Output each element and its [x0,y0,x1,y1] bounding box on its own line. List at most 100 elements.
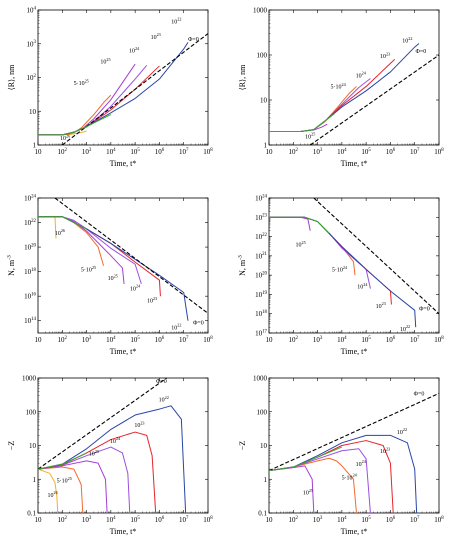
y-tick-label: 1014​ [24,317,36,325]
series-group [269,43,439,145]
curve-label: 5·1025​ [81,265,96,274]
curve-label: 1026​ [55,228,65,237]
x-tick-label: 102​ [289,336,299,344]
x-axis-label: Time, t* [341,159,368,168]
series-line-10-25 [38,63,136,136]
curve-label: 5·1024​ [332,265,348,274]
series-line-10-23 [269,216,392,305]
series-line-5-10-25 [38,216,105,266]
x-axis-label: Time, t* [110,347,137,356]
series-line-early [38,452,87,470]
curve-label: 1025​ [303,488,313,497]
curve-label: 1024​ [356,71,367,80]
series-line-10-24 [269,216,371,289]
x-axis-label: Time, t* [110,159,137,168]
x-tick-label: 102​ [58,336,68,344]
x-tick-label: 10 [266,516,274,524]
y-axis-label: N, m-3​ [237,255,247,276]
series-line-10-23 [38,431,157,513]
x-tick-label: 104​ [337,148,347,156]
y-tick-label: 10 [29,442,37,450]
x-tick-label: 103​ [82,336,92,344]
y-tick-label: 102​ [27,74,37,82]
x-tick-label: 104​ [337,336,347,344]
curve-label: 5·1025​ [57,476,72,485]
x-tick-label: 104​ [337,516,347,524]
series-group [269,198,439,328]
series-line--0 [309,54,439,145]
y-tick-label: 1016​ [24,293,36,301]
series-line-10-24 [38,64,148,136]
series-line-10-23 [38,216,161,297]
series-group [38,198,208,321]
y-tick-label: 100 [26,408,37,416]
x-axis-label: Time, t* [341,347,368,356]
x-tick-label: 10 [35,148,43,156]
plot-frame [268,197,440,334]
curve-label: Φ=0 [188,37,199,43]
x-tick-label: 105​ [361,516,371,524]
plot-frame [37,9,209,146]
x-tick-label: 106​ [386,148,396,156]
curve-label: 1026​ [48,490,58,499]
x-tick-label: 104​ [106,336,116,344]
curve-label: 1023​ [376,301,386,310]
y-tick-label: 1023​ [255,214,267,222]
y-axis-label: −Z [7,441,16,451]
series-line-early [38,114,112,136]
y-tick-label: 1018​ [255,310,267,318]
x-tick-label: 103​ [82,148,92,156]
series-line--0 [54,198,208,314]
series-line-10-22 [269,43,420,132]
curve-label: 1022​ [400,324,410,333]
plot-frame [268,377,440,514]
y-tick-label: 10 [260,97,268,105]
y-tick-label: 1021​ [255,252,267,260]
series-line-early [38,216,87,230]
curve-label: 1024​ [357,282,368,291]
y-axis-label: −Z [238,441,247,451]
y-tick-label: 1 [264,476,268,484]
chart-panel-4: 10 102​ 103​ 104​ 105​ 106​ 107​ 108​ 1017​ 1018​… [237,194,444,356]
x-tick-label: 102​ [58,516,68,524]
x-tick-label: 102​ [289,516,299,524]
x-tick-label: 103​ [313,336,323,344]
y-tick-label: 10 [29,108,37,116]
series-line-10-22 [269,434,418,513]
curve-label: 1022​ [402,36,412,45]
series-line-early [269,113,335,132]
x-axis-label: Time, t* [110,527,137,536]
x-tick-label: 107​ [410,336,420,344]
curve-label: 1024​ [356,459,367,468]
series-line-10-25 [269,465,315,513]
x-tick-label: 108​ [203,148,213,156]
curve-label: 1024​ [110,436,121,445]
x-tick-label: 108​ [434,516,444,524]
y-axis-label: ⟨R⟩, nm [7,64,16,91]
x-tick-label: 106​ [386,516,396,524]
x-tick-label: 106​ [155,148,165,156]
x-tick-label: 105​ [361,336,371,344]
series-line-10-22 [38,405,187,513]
curve-label: Φ=0 [414,392,425,398]
curve-label: 1023​ [380,51,390,60]
chart-panel-2: 10102​103​104​105​106​107​108​1101001000… [238,7,444,169]
curve-label: 1025​ [305,132,315,141]
curve-label: 1022​ [171,17,181,26]
series-line-10-24 [38,216,142,285]
curve-label: 5·1024​ [331,82,347,91]
x-tick-label: 108​ [434,148,444,156]
series-group [269,392,439,513]
series-line-10-24 [269,78,371,132]
x-tick-label: 107​ [410,516,420,524]
x-tick-label: 10 [266,336,274,344]
series-line-10-26 [38,216,57,239]
series-line-10-25 [269,123,328,132]
y-axis-label: ⟨R⟩, nm [238,64,247,91]
series-line-10-23 [269,58,396,132]
series-line--0 [269,392,439,472]
x-tick-label: 102​ [289,148,299,156]
series-line-early [269,216,330,234]
y-tick-label: 1024​ [24,194,36,202]
